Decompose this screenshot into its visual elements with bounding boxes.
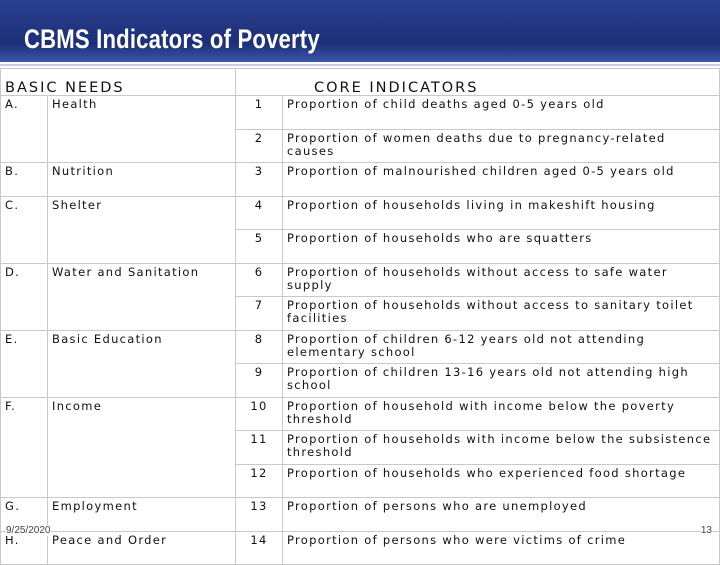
indicator-number: 8 — [235, 329, 283, 364]
indicator-number: 9 — [235, 363, 283, 398]
indicator-text: Proportion of households living in makes… — [282, 195, 720, 230]
table-row: H. Peace and Order 14 Proportion of persons… — [0, 530, 720, 565]
indicator-text: Proportion of households who experienced… — [282, 463, 720, 498]
indicator-text: Proportion of malnourished children aged… — [282, 162, 720, 197]
need-name: Shelter — [47, 195, 236, 264]
indicator-number: 5 — [235, 229, 283, 264]
indicator-text: Proportion of households without access … — [282, 296, 720, 331]
indicator-number: 12 — [235, 463, 283, 498]
indicator-text: Proportion of households with income bel… — [282, 430, 720, 465]
table-row: A. Health 1 Proportion of child deaths aged… — [0, 95, 720, 163]
indicator-text: Proportion of child deaths aged 0-5 year… — [282, 95, 720, 130]
indicator-number: 10 — [235, 396, 283, 431]
need-letter: C. — [0, 195, 48, 264]
indicator-number: 1 — [235, 95, 283, 130]
indicator-number: 11 — [235, 430, 283, 465]
indicator-number: 7 — [235, 296, 283, 331]
indicator-number: 13 — [235, 497, 283, 532]
indicator-text: Proportion of persons who are unemployed — [282, 497, 720, 532]
indicator-text: Proportion of households without access … — [282, 262, 720, 297]
need-name: Employment — [47, 497, 236, 532]
table-row: D. Water and Sanitation 6 Proportion of hou… — [0, 262, 720, 331]
need-name: Nutrition — [47, 162, 236, 197]
indicator-text: Proportion of persons who were victims o… — [282, 530, 720, 565]
need-letter: E. — [0, 329, 48, 398]
table-row: 7 Proportion of households without access… — [1, 296, 720, 331]
indicator-text: Proportion of household with income belo… — [282, 396, 720, 431]
header-band: CBMS Indicators of Poverty — [0, 0, 720, 62]
column-header: CORE INDICATORS — [235, 68, 720, 96]
table-row: 11 Proportion of households with income b… — [1, 430, 720, 465]
slide-number: 13 — [700, 525, 712, 536]
need-letter: A. — [0, 95, 48, 163]
need-letter: B. — [0, 162, 48, 197]
table-row: C. Shelter 4 Proportion of households livin… — [0, 195, 720, 264]
header-rule — [0, 64, 720, 66]
table-row: B. Nutrition 3 Proportion of malnourished c… — [0, 162, 720, 197]
table-row: G. Employment 13 Proportion of persons who … — [0, 497, 720, 532]
slide-title: CBMS Indicators of Poverty — [24, 24, 320, 54]
need-letter: F. — [0, 396, 48, 498]
need-name: Basic Education — [47, 329, 236, 398]
indicator-text: Proportion of households who are squatte… — [282, 229, 720, 264]
need-name: Health — [47, 95, 236, 163]
need-letter: H. — [0, 530, 48, 565]
indicator-text: Proportion of women deaths due to pregna… — [282, 128, 720, 163]
need-name: Income — [47, 396, 236, 498]
need-name: Water and Sanitation — [47, 262, 236, 331]
indicator-number: 3 — [235, 162, 283, 197]
slide-date: 9/25/2020 — [6, 525, 51, 536]
indicator-number: 14 — [235, 530, 283, 565]
indicator-number: 4 — [235, 195, 283, 230]
header-row: BASIC NEEDS CORE INDICATORS — [0, 68, 720, 96]
indicator-number: 2 — [235, 128, 283, 163]
indicator-table: BASIC NEEDS CORE INDICATORS A. Health 1 Pro… — [0, 68, 720, 565]
indicator-number: 6 — [235, 262, 283, 297]
table-row: F. Income 10 Proportion of household with i… — [0, 396, 720, 498]
need-letter: D. — [0, 262, 48, 331]
need-name: Peace and Order — [47, 530, 236, 565]
column-header: BASIC NEEDS — [0, 68, 236, 96]
indicator-text: Proportion of children 6-12 years old no… — [282, 329, 720, 364]
table-row: E. Basic Education 8 Proportion of children… — [0, 329, 720, 398]
indicator-text: Proportion of children 13-16 years old n… — [282, 363, 720, 398]
table-row: 5 Proportion of households who are squatt… — [1, 229, 720, 264]
